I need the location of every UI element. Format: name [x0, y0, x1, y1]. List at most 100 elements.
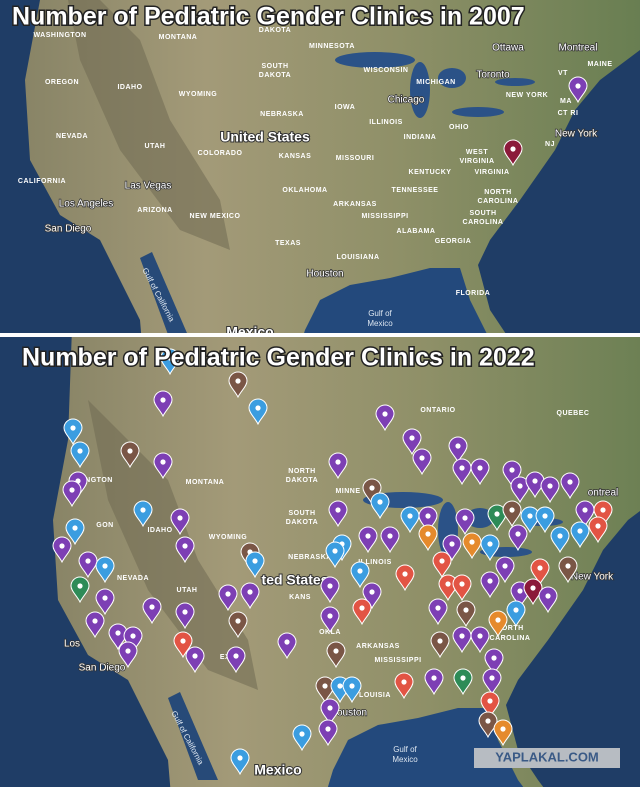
pin-dot — [459, 633, 465, 639]
place-label: Las Vegas — [125, 181, 172, 192]
map-pin — [118, 641, 138, 669]
watermark-box — [474, 748, 620, 768]
pin-body — [153, 390, 173, 418]
pin-dot — [182, 609, 188, 615]
map-pin — [570, 521, 590, 549]
pin-body — [350, 561, 370, 589]
pin-dot — [140, 507, 146, 513]
place-label: OKLAHOMA — [282, 187, 327, 194]
pin-dot — [487, 698, 493, 704]
place-label: CT RI — [558, 110, 579, 117]
pin-body — [442, 534, 462, 562]
map-pin — [395, 564, 415, 592]
place-label: ONTARIO — [420, 407, 455, 414]
pin-dot — [69, 487, 75, 493]
pin-dot — [233, 653, 239, 659]
pin-dot — [177, 515, 183, 521]
map-pin — [424, 668, 444, 696]
pin-dot — [445, 581, 451, 587]
map-pin — [240, 582, 260, 610]
pin-dot — [77, 448, 83, 454]
pin-body — [395, 564, 415, 592]
pin-dot — [102, 595, 108, 601]
pin-body — [320, 698, 340, 726]
place-label: Houston — [306, 269, 343, 280]
pin-body — [85, 611, 105, 639]
place-label: MA — [560, 98, 572, 105]
map-pin — [362, 582, 382, 610]
pin-body — [418, 524, 438, 552]
pin-body — [452, 574, 472, 602]
pin-body — [325, 541, 345, 569]
pin-dot — [284, 639, 290, 645]
place-label: VIRGINIA — [459, 158, 494, 165]
pin-dot — [425, 531, 431, 537]
pin-dot — [237, 755, 243, 761]
pin-body — [70, 441, 90, 469]
pin-dot — [557, 533, 563, 539]
pin-body — [560, 472, 580, 500]
pin-body — [530, 558, 550, 586]
map-pin — [488, 610, 508, 638]
pin-body — [394, 672, 414, 700]
place-label: WYOMING — [179, 91, 218, 98]
pin-dot — [517, 588, 523, 594]
pin-body — [430, 631, 450, 659]
place-label: Mexico — [367, 319, 393, 328]
map-pin — [452, 458, 472, 486]
map-pin — [120, 441, 140, 469]
pin-dot — [491, 655, 497, 661]
place-label: KANS — [289, 594, 311, 601]
map-pin — [560, 472, 580, 500]
map-pin — [493, 719, 513, 747]
pin-dot — [402, 571, 408, 577]
pin-dot — [500, 726, 506, 732]
place-label: CAROLINA — [490, 635, 531, 642]
pin-body — [480, 571, 500, 599]
pin-body — [62, 480, 82, 508]
pin-body — [362, 582, 382, 610]
map-pin — [480, 534, 500, 562]
map-pin — [484, 648, 504, 676]
place-label: ALABAMA — [397, 228, 436, 235]
map-pin — [455, 508, 475, 536]
pin-dot — [115, 630, 121, 636]
pin-dot — [359, 605, 365, 611]
pin-dot — [335, 459, 341, 465]
map-pin — [245, 551, 265, 579]
map-pin — [462, 532, 482, 560]
watermark: YAPLAKAL.COM — [495, 749, 599, 764]
place-label: Gulf of — [368, 309, 392, 318]
map-pin — [185, 646, 205, 674]
place-label: CAROLINA — [478, 198, 519, 205]
pin-dot — [437, 638, 443, 644]
pin-dot — [180, 638, 186, 644]
pin-body — [538, 586, 558, 614]
map-pin — [175, 536, 195, 564]
pin-body — [455, 508, 475, 536]
panel-title: Number of Pediatric Gender Clinics in 20… — [12, 3, 525, 31]
pin-body — [65, 518, 85, 546]
map-pin — [65, 518, 85, 546]
place-label: Mexico — [254, 762, 301, 778]
map-pin — [452, 574, 472, 602]
place-label: Montreal — [559, 43, 598, 54]
place-label: Ottawa — [492, 43, 524, 54]
pin-dot — [542, 513, 548, 519]
place-label: IOWA — [335, 104, 356, 111]
place-label: ARKANSAS — [356, 643, 400, 650]
place-label: MICHIGAN — [416, 79, 455, 86]
map-pin — [452, 626, 472, 654]
map-pin — [230, 748, 250, 776]
place-label: WASHINGTON — [33, 32, 86, 39]
map-pin — [448, 436, 468, 464]
map-pin — [63, 418, 83, 446]
map-pin — [503, 139, 523, 167]
map-pin — [358, 526, 378, 554]
pin-body — [495, 556, 515, 584]
map-pin — [173, 631, 193, 659]
pin-body — [400, 506, 420, 534]
pin-body — [535, 506, 555, 534]
place-label: MAINE — [587, 61, 612, 68]
pin-dot — [477, 633, 483, 639]
